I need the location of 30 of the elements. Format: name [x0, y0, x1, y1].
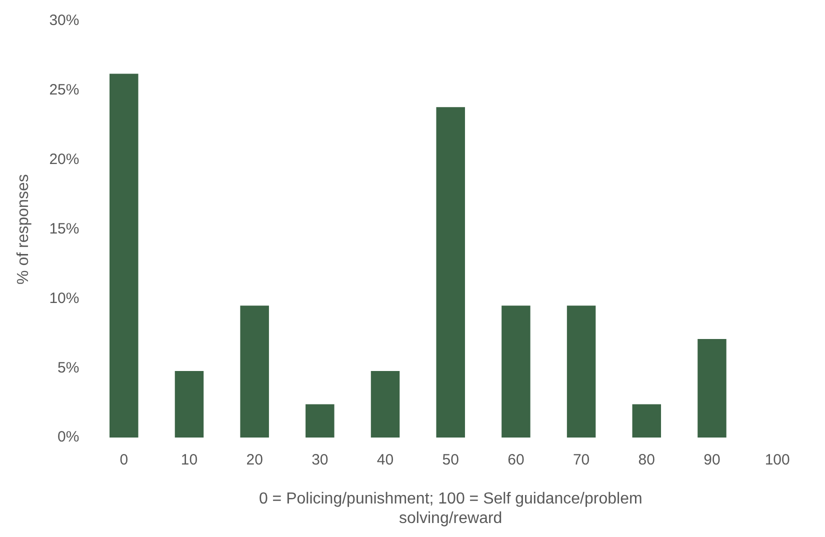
bar	[502, 306, 530, 438]
x-tick-label: 90	[704, 452, 720, 469]
bar	[240, 306, 269, 438]
x-tick-label: 10	[180, 452, 198, 469]
bar	[370, 370, 400, 438]
y-tick-label: 25%	[49, 82, 80, 99]
y-axis-title: % of responses	[15, 174, 32, 284]
x-tick-label: 50	[442, 452, 459, 469]
y-tick-label: 10%	[49, 290, 80, 307]
bar	[566, 306, 596, 438]
y-tick-label: 30%	[49, 12, 80, 30]
y-tick-label: 20%	[49, 151, 80, 168]
x-tick-label: 70	[572, 452, 590, 469]
x-tick-label: 20	[246, 452, 263, 469]
y-tick-label: 0%	[58, 428, 80, 446]
x-axis-title: 0 = Policing/punishment; 100 = Self guidance/problem solving/reward	[258, 490, 642, 527]
bar	[436, 107, 465, 438]
x-tick-label: 0	[120, 452, 128, 469]
y-tick-label: 5%	[58, 359, 80, 376]
x-tick-label: 30	[312, 452, 328, 469]
bar	[174, 370, 204, 438]
x-tick-label: 100	[764, 452, 790, 469]
y-tick-label: 15%	[49, 220, 80, 238]
bar	[110, 74, 138, 438]
bar	[698, 339, 726, 438]
x-tick-label: 80	[638, 452, 655, 469]
x-tick-label: 60	[508, 452, 524, 469]
bar	[632, 404, 662, 438]
bar	[306, 404, 334, 438]
x-tick-label: 40	[376, 452, 394, 469]
